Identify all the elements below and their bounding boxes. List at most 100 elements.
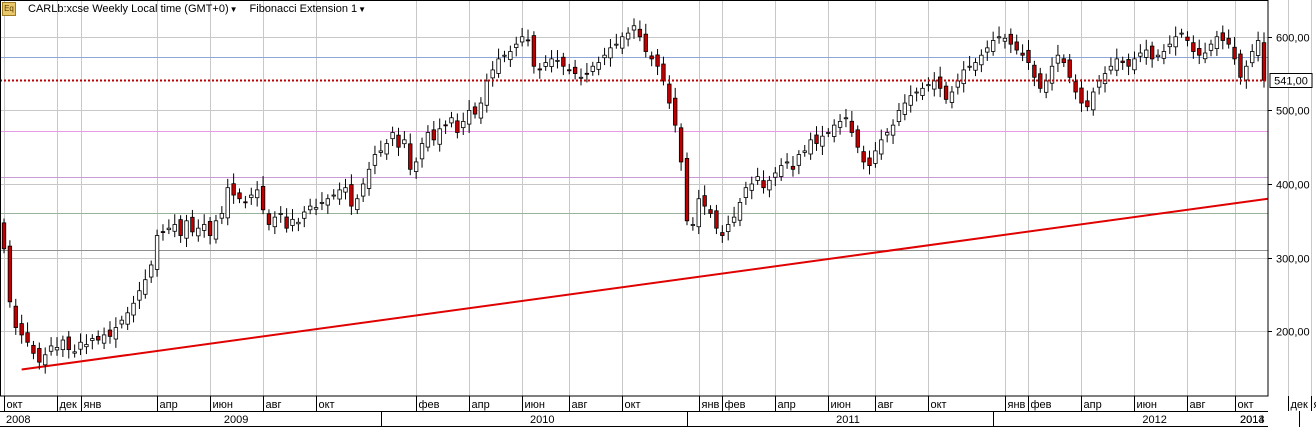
candle-body	[319, 202, 325, 204]
candle-body	[260, 185, 266, 211]
candle-body	[1085, 100, 1090, 108]
candle-body	[48, 345, 54, 352]
candle-body	[702, 195, 707, 207]
candle-body	[1214, 36, 1220, 49]
month-tick-label: окт	[931, 399, 947, 411]
candle-body	[1126, 59, 1131, 67]
candle-body	[1073, 81, 1078, 93]
candle-body	[31, 344, 36, 354]
month-tick-label: фев	[1031, 399, 1052, 411]
candle-body	[843, 117, 849, 120]
candle-body	[908, 95, 913, 106]
candle-body	[472, 106, 478, 115]
candle-body	[1261, 42, 1267, 81]
month-tick-label: янв	[84, 399, 102, 411]
candle-body	[519, 36, 525, 43]
month-tick-label: янв	[1008, 399, 1026, 411]
candle-body	[54, 347, 60, 351]
candle-body	[549, 58, 554, 67]
candle-body	[1191, 42, 1196, 52]
candle-body	[60, 339, 66, 351]
candle-body	[378, 150, 383, 153]
candle-body	[243, 201, 248, 204]
candle-body	[584, 72, 590, 75]
candle-body	[1202, 52, 1208, 60]
candle-body	[443, 124, 448, 127]
month-tick-label: окт	[319, 399, 335, 411]
month-tick-label: авг	[878, 399, 894, 411]
candle-body	[596, 62, 601, 70]
candle-body	[649, 55, 654, 60]
candle-body	[531, 35, 537, 67]
candle-body	[814, 134, 819, 144]
candle-body	[1014, 41, 1019, 51]
candle-body	[726, 224, 731, 232]
candle-body	[84, 344, 89, 348]
trendline	[21, 197, 1269, 371]
candle-body	[873, 150, 878, 164]
candle-body	[196, 227, 201, 237]
candle-body	[802, 150, 807, 153]
candle-body	[620, 36, 625, 49]
candle-body	[1244, 65, 1249, 81]
month-tick-label: апр	[1084, 399, 1102, 411]
candle-body	[572, 66, 578, 75]
candle-body	[979, 54, 984, 66]
candle-body	[637, 28, 643, 38]
candle-body	[1008, 33, 1013, 45]
expert-advisor-icon[interactable]: Eq	[2, 2, 16, 16]
candle-body	[296, 221, 301, 225]
candle-body	[1049, 65, 1055, 84]
candle-body	[779, 165, 784, 177]
candle-body	[1226, 37, 1231, 45]
candle-body	[184, 220, 189, 239]
candle-body	[25, 332, 30, 343]
symbol-info-dropdown[interactable]: CARLb:xcse Weekly Local time (GMT+0)▼	[28, 3, 238, 15]
candle-body	[684, 157, 690, 222]
candle-body	[867, 157, 872, 167]
candle-body	[790, 165, 796, 170]
candle-body	[773, 172, 778, 178]
y-tick-label: 300,00	[1276, 254, 1310, 266]
candle-body	[920, 87, 925, 96]
month-tick-label: июн	[1137, 399, 1157, 411]
candle-body	[43, 354, 48, 366]
candle-body	[119, 319, 124, 325]
candle-body	[1138, 52, 1143, 57]
y-tick-label: 500,00	[1276, 106, 1310, 118]
candle-body	[131, 302, 136, 316]
candle-body	[7, 245, 13, 303]
month-tick-label: окт	[1238, 399, 1254, 411]
candle-body	[1079, 87, 1084, 104]
candle-body	[1155, 54, 1161, 58]
indicator-dropdown[interactable]: Fibonacci Extension 1▼	[249, 3, 367, 15]
candle-body	[19, 323, 24, 336]
candle-body	[602, 54, 607, 59]
candle-body	[508, 51, 513, 61]
candle-body	[419, 143, 425, 160]
candle-body	[219, 213, 225, 219]
candle-body	[985, 47, 990, 53]
candle-body	[255, 189, 260, 199]
candle-body	[1220, 32, 1225, 41]
candle-body	[425, 132, 431, 148]
chart-header: CARLb:xcse Weekly Local time (GMT+0)▼ Fi…	[28, 3, 366, 15]
last-price-box	[1269, 73, 1313, 88]
candle-body	[125, 312, 130, 325]
candle-body	[690, 224, 696, 226]
candle-body	[496, 58, 501, 74]
candle-body	[1067, 59, 1072, 78]
candle-body	[631, 25, 637, 31]
candle-body	[1020, 52, 1025, 56]
candle-body	[990, 40, 996, 52]
candle-body	[78, 341, 83, 350]
candle-body	[555, 59, 560, 62]
candle-body	[1179, 32, 1184, 35]
candle-body	[826, 132, 831, 134]
candle-body	[154, 235, 160, 270]
candle-body	[143, 279, 148, 295]
candle-body	[37, 348, 42, 363]
candle-body	[207, 221, 213, 236]
candle-body	[137, 290, 142, 301]
